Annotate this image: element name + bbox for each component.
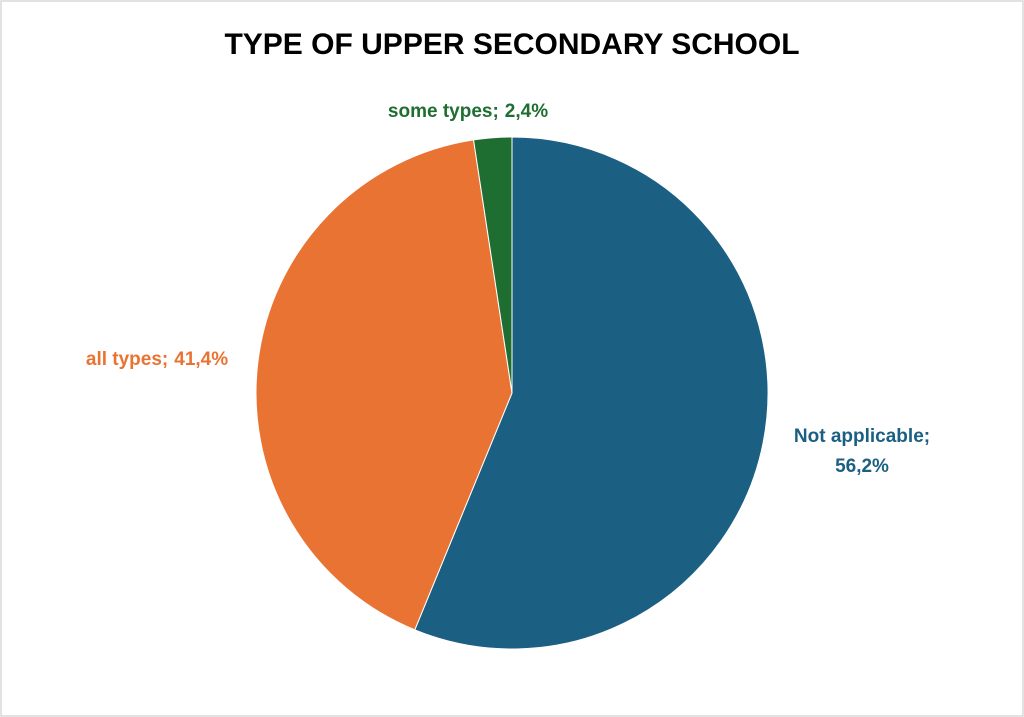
label-value: 41,4% [174,349,228,370]
label-value: 2,4% [505,101,548,122]
data-label: some types; 2,4% [388,101,548,122]
label-category: some types; [388,101,499,122]
pie-slice [472,136,513,394]
pie-slice [414,136,769,650]
label-value: 56,2% [835,456,889,477]
pie-slice [255,139,513,631]
label-category: Not applicable; [794,426,930,447]
data-label: all types; 41,4% [86,349,228,370]
chart-title: TYPE OF UPPER SECONDARY SCHOOL [224,28,799,61]
label-category: all types; [86,349,168,370]
data-label: Not applicable; 56,2% [794,426,930,477]
